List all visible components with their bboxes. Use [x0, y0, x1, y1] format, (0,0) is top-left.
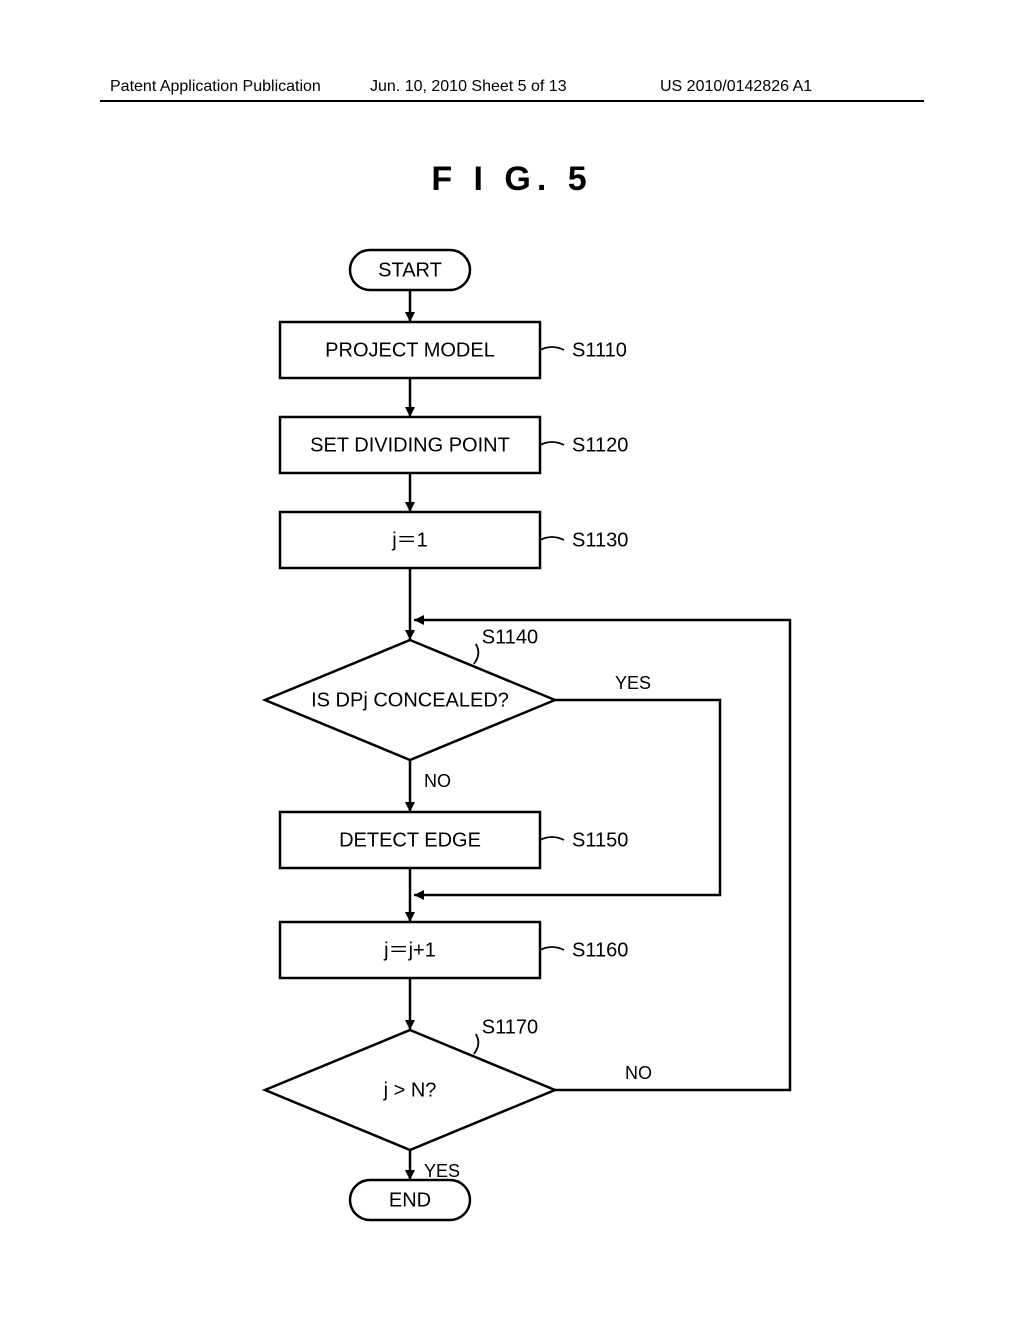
step-label-s1140: S1140 [482, 626, 538, 648]
figure-title: F I G. 5 [0, 160, 1024, 199]
process-text-s1120: SET DIVIDING POINT [310, 434, 510, 456]
step-label-s1120: S1120 [572, 434, 628, 456]
step-label-s1160: S1160 [572, 939, 628, 961]
edge-yes-s1170: YES [424, 1161, 460, 1181]
process-text-s1130: j＝1 [391, 529, 428, 551]
terminator-text-start: START [378, 259, 442, 281]
label-tick-s1150 [540, 837, 564, 840]
process-text-s1150: DETECT EDGE [339, 829, 481, 851]
step-label-s1150: S1150 [572, 829, 628, 851]
decision-text-s1170: j > N? [383, 1079, 437, 1101]
label-tick-s1110 [540, 347, 564, 350]
label-tick-s1140 [474, 644, 479, 664]
step-label-s1170: S1170 [482, 1016, 538, 1038]
header-left: Patent Application Publication [110, 78, 321, 96]
decision-text-s1140: IS DPj CONCEALED? [311, 689, 509, 711]
label-tick-s1120 [540, 442, 564, 445]
edge-yes-s1140: YES [615, 673, 651, 693]
page: Patent Application Publication Jun. 10, … [0, 0, 1024, 1320]
header-center: Jun. 10, 2010 Sheet 5 of 13 [370, 78, 567, 96]
terminator-text-end: END [389, 1189, 431, 1211]
edge-no-s1170: NO [625, 1063, 652, 1083]
header-right: US 2010/0142826 A1 [660, 78, 812, 96]
label-tick-s1130 [540, 537, 564, 540]
edge-no-s1140: NO [424, 771, 451, 791]
header-rule [100, 100, 924, 102]
step-label-s1130: S1130 [572, 529, 628, 551]
label-tick-s1160 [540, 947, 564, 950]
step-label-s1110: S1110 [572, 339, 627, 361]
flowchart: YES NO NO YES START PROJECT MODEL S1110 SET DIV… [150, 240, 890, 1250]
label-tick-s1170 [474, 1034, 479, 1054]
process-text-s1110: PROJECT MODEL [325, 339, 495, 361]
process-text-s1160: j＝j+1 [383, 939, 436, 961]
